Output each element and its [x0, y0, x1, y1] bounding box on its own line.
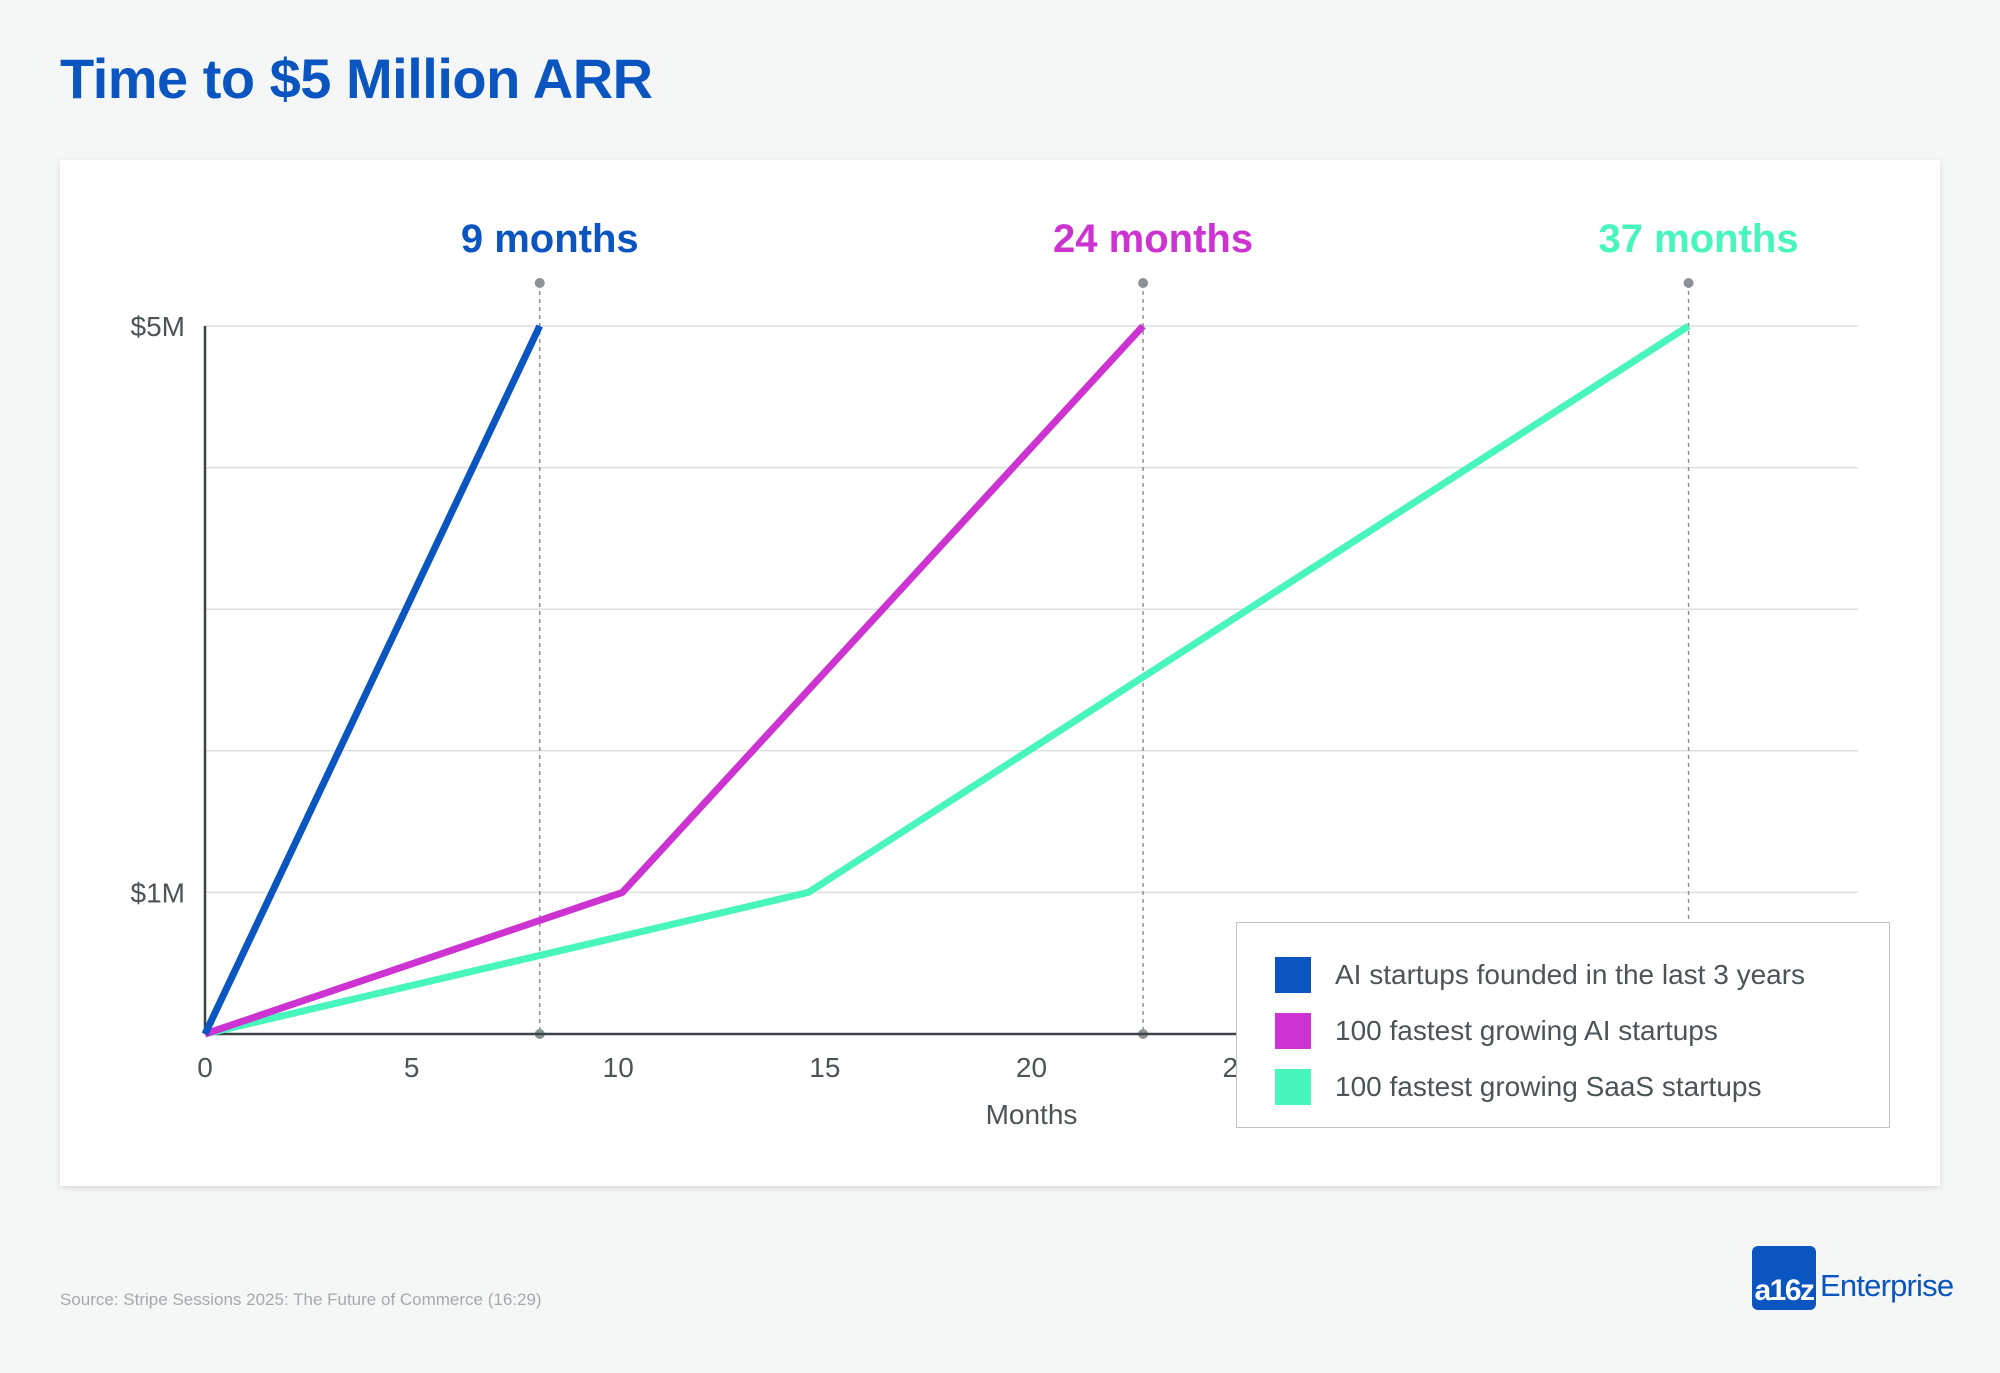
a16z-enterprise-logo: a16z Enterprise: [1752, 1246, 1954, 1310]
series-line: [203, 323, 1146, 1038]
x-tick-label: 20: [1016, 1052, 1047, 1083]
a16z-logo-mark: a16z: [1752, 1246, 1816, 1310]
x-tick-label: 0: [197, 1052, 213, 1083]
y-tick-label: $5M: [131, 311, 185, 342]
annotation-label: 9 months: [461, 217, 639, 261]
legend-item: 100 fastest growing SaaS startups: [1275, 1059, 1889, 1115]
x-axis-title: Months: [986, 1099, 1078, 1130]
chart-legend: AI startups founded in the last 3 years …: [1236, 922, 1890, 1128]
annotation-label: 37 months: [1599, 217, 1799, 261]
legend-item: AI startups founded in the last 3 years: [1275, 947, 1889, 1003]
y-tick-label: $1M: [131, 877, 185, 908]
annotation-label: 24 months: [1053, 217, 1253, 261]
legend-label: 100 fastest growing AI startups: [1335, 1015, 1718, 1046]
legend-item: 100 fastest growing AI startups: [1275, 1003, 1889, 1059]
legend-label: AI startups founded in the last 3 years: [1335, 959, 1806, 990]
legend-swatch: [1275, 957, 1311, 993]
series-line: [201, 324, 543, 1036]
annotation-marker-top: [1683, 278, 1694, 288]
logo-text: Enterprise: [1820, 1268, 1954, 1303]
series-line: [204, 323, 1691, 1038]
x-tick-label: 10: [603, 1052, 634, 1083]
legend-label: 100 fastest growing SaaS startups: [1335, 1071, 1762, 1102]
page-title: Time to $5 Million ARR: [60, 47, 653, 110]
legend-swatch: [1275, 1013, 1311, 1049]
annotation-marker-top: [1138, 278, 1149, 288]
annotation-marker-top: [534, 278, 545, 288]
source-note: Source: Stripe Sessions 2025: The Future…: [60, 1290, 542, 1309]
x-tick-label: 5: [404, 1052, 420, 1083]
x-tick-label: 15: [809, 1052, 840, 1083]
legend-swatch: [1275, 1069, 1311, 1105]
